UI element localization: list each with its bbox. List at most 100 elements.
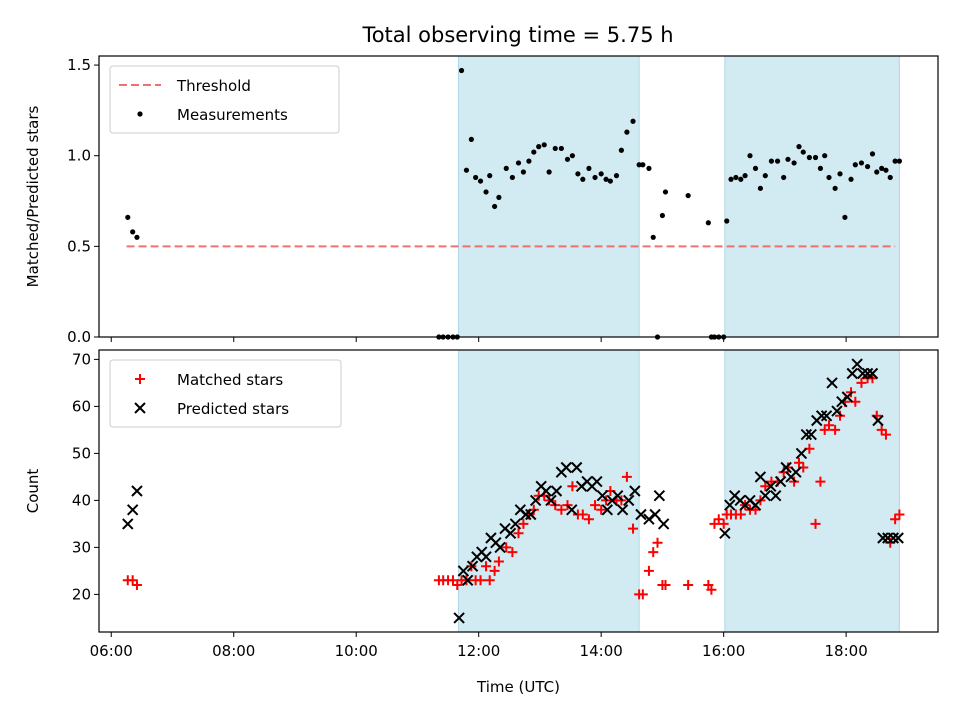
matched-star-point <box>810 518 821 529</box>
predicted-star-point <box>759 489 772 502</box>
bottom-panel: 20 30 40 50 60 70 06:00 08:00 10:00 12:00 14:00 16:… <box>24 349 939 696</box>
predicted-star-point <box>550 485 563 497</box>
matched-star-point <box>567 481 578 492</box>
y-tick-label: 0.5 <box>67 237 91 255</box>
predicted-star-point <box>892 532 904 544</box>
x-tick-label: 12:00 <box>457 642 500 660</box>
predicted-star-point <box>596 489 609 502</box>
y-tick-label: 40 <box>72 491 91 509</box>
predicted-star-point <box>525 508 537 521</box>
predicted-star-point <box>795 447 808 460</box>
measurement-point <box>531 149 537 155</box>
measurement-point <box>781 174 787 181</box>
legend-matched-swatch <box>135 374 145 384</box>
axes-frame <box>98 349 939 633</box>
predicted-star-point <box>560 461 572 474</box>
y-axis-label: Matched/Predicted stars <box>24 106 42 288</box>
measurement-point <box>640 162 646 168</box>
measurement-point <box>496 194 502 201</box>
y-tick-label: 60 <box>72 397 91 415</box>
measurement-point <box>752 165 759 171</box>
predicted-star-point <box>653 489 666 502</box>
matched-star-point <box>518 518 529 529</box>
predicted-star-point <box>616 504 629 516</box>
measurement-point <box>520 169 526 175</box>
measurement-point <box>869 151 876 157</box>
predicted-star-point <box>774 475 787 488</box>
matched-star-point <box>637 589 648 600</box>
matched-star-point <box>823 420 834 431</box>
x-tick-label: 10:00 <box>335 642 378 660</box>
predicted-star-point <box>540 485 552 497</box>
measurement-point <box>515 160 522 166</box>
predicted-star-point <box>453 612 465 624</box>
measurement-point <box>477 178 484 184</box>
predicted-star-point <box>509 518 522 530</box>
measurement-point <box>842 214 848 220</box>
measurement-point <box>526 158 532 164</box>
predicted-star-point <box>790 466 802 478</box>
predicted-star-point <box>122 518 134 530</box>
predicted-star-point <box>591 475 603 488</box>
measurement-point <box>791 160 797 166</box>
predicted-star-point <box>131 485 143 497</box>
predicted-star-point <box>765 480 777 493</box>
predicted-star-point <box>820 410 833 422</box>
matched-star-point <box>556 504 567 515</box>
measurement-point <box>796 144 802 150</box>
predicted-star-point <box>629 485 641 497</box>
matched-star-point <box>513 528 524 539</box>
predicted-star-point <box>866 367 879 380</box>
measurement-point <box>826 174 832 181</box>
x-tick-label: 14:00 <box>580 642 623 660</box>
legend-measurement-swatch <box>137 111 143 117</box>
predicted-star-point <box>570 461 583 474</box>
measurement-point <box>806 154 812 161</box>
matched-star-point <box>583 514 594 525</box>
measurement-point <box>636 162 642 168</box>
y-tick-label: 0.0 <box>67 328 91 346</box>
legend-label: Matched stars <box>177 371 283 389</box>
predicted-star-point <box>887 532 900 544</box>
measurement-point <box>738 176 744 182</box>
measurement-point <box>757 185 764 191</box>
axes-frame <box>98 55 939 338</box>
measurement-point <box>624 129 630 135</box>
matched-star-point <box>735 509 746 520</box>
x-axis-label: Time (UTC) <box>476 678 560 696</box>
matched-star-point <box>621 471 632 482</box>
measurement-point <box>536 144 542 150</box>
measurement-point <box>892 158 898 164</box>
matched-star-point <box>628 523 639 534</box>
measurement-point <box>685 192 691 199</box>
y-tick-label: 30 <box>72 538 91 556</box>
matched-star-point <box>830 424 841 435</box>
predicted-star-point <box>841 391 854 403</box>
matched-star-point <box>815 476 826 487</box>
matched-star-point <box>501 542 512 553</box>
measurement-point <box>848 176 854 182</box>
matched-star-point <box>660 580 671 590</box>
predicted-star-point <box>612 489 624 502</box>
matched-star-point <box>718 518 729 529</box>
predicted-star-point <box>805 428 817 441</box>
matched-star-point <box>835 410 846 421</box>
predicted-star-point <box>504 527 517 540</box>
matched-star-point <box>789 476 800 487</box>
matched-star-point <box>643 565 654 576</box>
measurement-point <box>630 118 636 124</box>
matched-star-point <box>894 509 905 520</box>
measurement-point <box>874 169 880 175</box>
matched-star-point <box>481 561 492 572</box>
measurement-point <box>503 165 509 171</box>
matched-star-point <box>713 514 724 525</box>
predicted-star-point <box>719 527 731 540</box>
predicted-star-point <box>457 565 470 577</box>
matched-star-point <box>706 584 717 595</box>
predicted-star-point <box>623 494 635 507</box>
measurement-point <box>812 154 819 161</box>
matched-star-point <box>484 575 495 586</box>
predicted-star-point <box>529 494 542 507</box>
chart-title: Total observing time = 5.75 h <box>361 23 673 47</box>
